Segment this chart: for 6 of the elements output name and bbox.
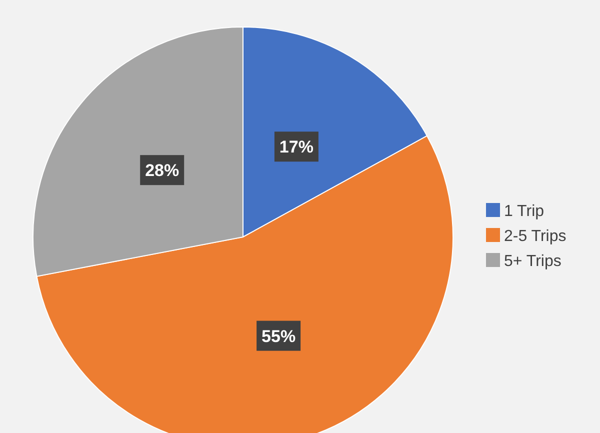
data-label: 55% (262, 326, 296, 346)
legend-label: 5+ Trips (504, 253, 562, 270)
legend-label: 1 Trip (504, 203, 544, 220)
data-label: 17% (279, 138, 314, 157)
data-label: 28% (145, 161, 180, 180)
legend-label: 2-5 Trips (504, 228, 566, 245)
